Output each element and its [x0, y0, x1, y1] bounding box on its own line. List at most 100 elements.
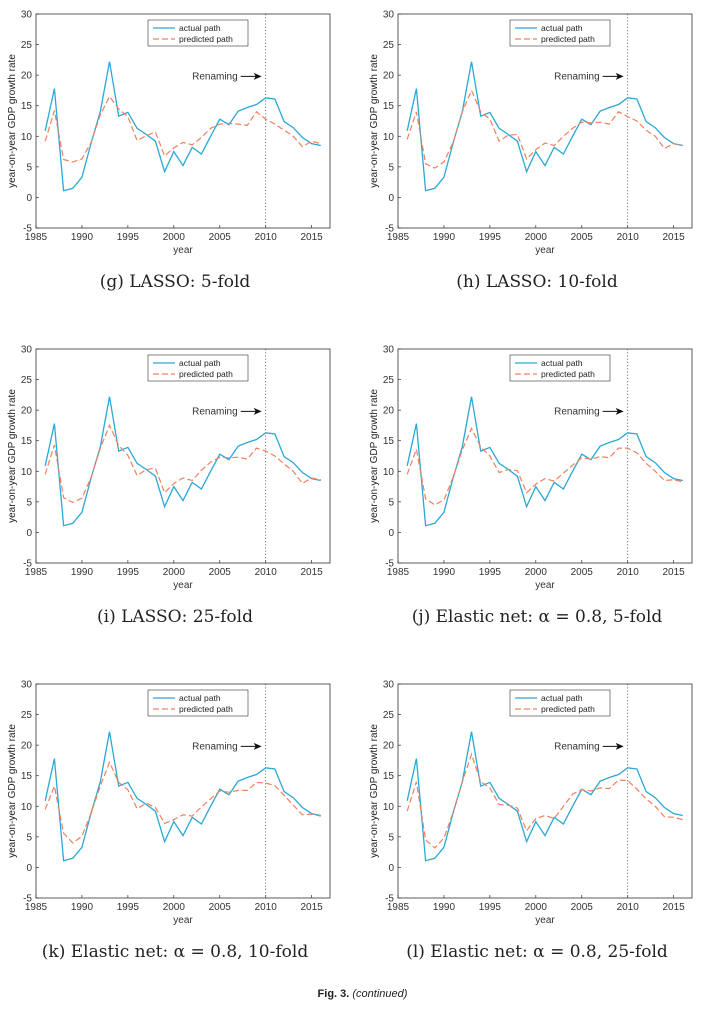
- renaming-arrow-head: [615, 72, 624, 80]
- axes-frame: [397, 348, 693, 564]
- chart-panel-i: -5 0 5 10 15 20 25 30 1985 1990 1995 2000 2005 2010 20…: [0, 335, 350, 640]
- x-tick-label: 1995: [479, 232, 502, 243]
- x-tick-label: 2015: [663, 567, 686, 578]
- chart-caption: (j) Elastic net: α = 0.8, 5-fold: [411, 607, 663, 627]
- y-tick-label: 5: [388, 497, 394, 508]
- chart-caption: (h) LASSO: 10-fold: [456, 272, 618, 292]
- y-axis-label: year-on-year GDP growth rate: [7, 54, 18, 188]
- legend-label: predicted path: [541, 369, 595, 379]
- axes-frame: [397, 683, 693, 899]
- y-axis-label: year-on-year GDP growth rate: [369, 54, 380, 188]
- legend-label: actual path: [179, 693, 221, 703]
- x-tick-label: 1995: [117, 902, 140, 913]
- chart-panel-g: -5 0 5 10 15 20 25 30 1985 1990 1995 2000 2005 2010 20…: [0, 0, 350, 305]
- y-tick-label: 25: [383, 710, 395, 721]
- legend-label: actual path: [541, 358, 583, 368]
- legend-label: predicted path: [179, 369, 233, 379]
- legend-box: [509, 689, 611, 717]
- x-axis-label: year: [535, 580, 555, 591]
- y-tick-label: 25: [21, 710, 33, 721]
- chart-caption: (k) Elastic net: α = 0.8, 10-fold: [41, 942, 309, 962]
- x-tick-label: 2015: [301, 567, 324, 578]
- actual-path-line: [44, 61, 321, 192]
- legend-label: predicted path: [179, 704, 233, 714]
- predicted-path-line: [406, 427, 683, 506]
- renaming-annotation: Renaming: [192, 741, 238, 752]
- y-tick-label: 25: [383, 40, 395, 51]
- y-tick-label: 25: [21, 40, 33, 51]
- chart-caption: (i) LASSO: 25-fold: [97, 607, 253, 627]
- legend-label: actual path: [179, 358, 221, 368]
- legend-box: [147, 19, 249, 47]
- axes-frame: [35, 13, 331, 229]
- y-tick-label: 10: [383, 802, 395, 813]
- y-tick-label: 30: [21, 345, 33, 356]
- chart-plot-j: -5 0 5 10 15 20 25 30 1985 1990 1995 2000 2005 2010 20…: [369, 345, 693, 591]
- y-tick-label: 20: [21, 71, 33, 82]
- x-tick-label: 1995: [117, 567, 140, 578]
- axes-frame: [397, 13, 693, 229]
- chart-plot-i: -5 0 5 10 15 20 25 30 1985 1990 1995 2000 2005 2010 20…: [7, 345, 331, 591]
- y-tick-label: 30: [21, 680, 33, 691]
- y-tick-label: -5: [385, 224, 394, 235]
- y-tick-label: -5: [23, 559, 32, 570]
- y-axis-label: year-on-year GDP growth rate: [7, 724, 18, 858]
- renaming-annotation: Renaming: [192, 71, 238, 82]
- legend-box: [509, 354, 611, 382]
- y-tick-label: 15: [21, 101, 33, 112]
- x-tick-label: 2000: [525, 232, 548, 243]
- x-tick-label: 2010: [617, 567, 640, 578]
- legend-box: [147, 689, 249, 717]
- chart-panel-l: -5 0 5 10 15 20 25 30 1985 1990 1995 2000 2005 2010 20…: [362, 670, 712, 975]
- y-tick-label: -5: [385, 894, 394, 905]
- x-tick-label: 2010: [617, 902, 640, 913]
- legend-box: [509, 19, 611, 47]
- y-tick-label: 10: [21, 467, 33, 478]
- renaming-arrow-head: [615, 407, 624, 415]
- renaming-arrow-head: [253, 407, 262, 415]
- x-tick-label: 2015: [301, 902, 324, 913]
- chart-caption: (g) LASSO: 5-fold: [99, 272, 251, 292]
- x-tick-label: 2005: [571, 232, 594, 243]
- y-tick-label: 30: [383, 680, 395, 691]
- x-tick-label: 2010: [255, 232, 278, 243]
- y-axis-label: year-on-year GDP growth rate: [369, 724, 380, 858]
- y-tick-label: 15: [383, 101, 395, 112]
- x-tick-label: 1990: [433, 232, 456, 243]
- legend-label: actual path: [179, 23, 221, 33]
- legend-label: actual path: [541, 693, 583, 703]
- y-axis-label: year-on-year GDP growth rate: [369, 389, 380, 523]
- y-tick-label: -5: [385, 559, 394, 570]
- x-tick-label: 1990: [71, 902, 94, 913]
- y-tick-label: 15: [383, 771, 395, 782]
- y-tick-label: 30: [383, 345, 395, 356]
- legend-label: predicted path: [541, 34, 595, 44]
- y-tick-label: 0: [388, 528, 394, 539]
- y-tick-label: 20: [383, 406, 395, 417]
- chart-plot-h: -5 0 5 10 15 20 25 30 1985 1990 1995 2000 2005 2010 20…: [369, 10, 693, 256]
- x-tick-label: 2015: [663, 902, 686, 913]
- y-tick-label: 0: [388, 863, 394, 874]
- legend-label: predicted path: [179, 34, 233, 44]
- y-tick-label: 10: [383, 132, 395, 143]
- actual-path-line: [406, 396, 683, 527]
- x-tick-label: 2010: [255, 567, 278, 578]
- x-tick-label: 2000: [163, 902, 186, 913]
- y-tick-label: 15: [21, 436, 33, 447]
- y-tick-label: 20: [21, 741, 33, 752]
- x-tick-label: 1985: [25, 567, 48, 578]
- x-tick-label: 2005: [209, 567, 232, 578]
- axes-frame: [35, 683, 331, 899]
- y-tick-label: 25: [21, 375, 33, 386]
- y-tick-label: 0: [26, 528, 32, 539]
- y-axis-label: year-on-year GDP growth rate: [7, 389, 18, 523]
- x-axis-label: year: [535, 245, 555, 256]
- chart-panel-j: -5 0 5 10 15 20 25 30 1985 1990 1995 2000 2005 2010 20…: [362, 335, 712, 640]
- y-tick-label: 20: [383, 741, 395, 752]
- legend-label: actual path: [541, 23, 583, 33]
- x-axis-label: year: [173, 245, 193, 256]
- x-tick-label: 1985: [387, 232, 410, 243]
- y-tick-label: 20: [383, 71, 395, 82]
- x-axis-label: year: [173, 915, 193, 926]
- chart-panel-h: -5 0 5 10 15 20 25 30 1985 1990 1995 2000 2005 2010 20…: [362, 0, 712, 305]
